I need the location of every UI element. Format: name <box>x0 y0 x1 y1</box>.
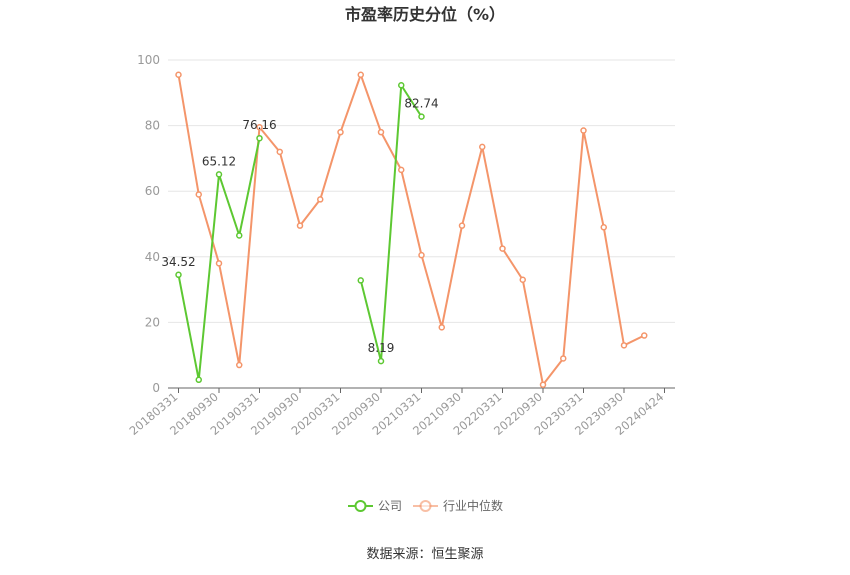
y-tick-label: 80 <box>145 119 160 133</box>
data-point <box>398 82 405 89</box>
data-point <box>236 361 243 369</box>
data-point <box>236 232 243 239</box>
data-point <box>195 191 202 198</box>
series-group <box>175 71 648 388</box>
series-line <box>177 73 645 386</box>
data-point <box>580 127 587 134</box>
y-tick-label: 40 <box>145 250 160 264</box>
y-tick-label: 60 <box>145 184 160 198</box>
data-point <box>600 224 607 231</box>
x-axis: 2018033120180930201903312019093020200331… <box>127 387 675 438</box>
data-point <box>641 332 648 339</box>
data-labels: 34.52 65.12 76.16 8.19 82.74 <box>161 97 438 356</box>
data-label: 76.16 <box>242 118 276 132</box>
data-point <box>438 324 445 331</box>
data-source: 数据来源：恒生聚源 <box>366 547 483 562</box>
data-point <box>357 71 364 79</box>
data-point <box>458 222 466 229</box>
data-point <box>377 128 385 136</box>
data-label: 65.12 <box>202 154 236 168</box>
data-point <box>398 166 405 174</box>
data-point <box>499 245 506 252</box>
data-point <box>337 128 344 136</box>
data-point <box>519 276 526 284</box>
legend-swatch-marker <box>419 500 432 512</box>
series-industry-median <box>175 71 648 388</box>
data-point <box>296 222 304 229</box>
data-point <box>276 148 283 156</box>
data-label: 82.74 <box>404 97 438 111</box>
data-point <box>418 113 425 120</box>
data-point <box>539 381 547 388</box>
legend-item-company: 公司 <box>348 499 402 513</box>
data-point <box>560 355 567 362</box>
data-point <box>377 357 385 365</box>
y-axis: 0 20 40 60 80 100 <box>137 53 160 395</box>
legend-label: 行业中位数 <box>443 498 503 513</box>
series-line <box>359 84 423 363</box>
data-point <box>357 277 364 284</box>
data-point <box>215 171 223 178</box>
legend-swatch-marker <box>354 500 367 512</box>
data-point <box>620 342 628 349</box>
grid-lines <box>168 59 675 323</box>
data-point <box>195 376 202 384</box>
legend-item-industry-median: 行业中位数 <box>413 498 503 513</box>
data-point <box>175 271 182 279</box>
data-point <box>317 196 324 203</box>
chart-title: 市盈率历史分位（%） <box>345 5 505 24</box>
y-tick-label: 20 <box>145 315 160 329</box>
y-tick-label: 0 <box>152 381 160 395</box>
data-point <box>256 123 263 131</box>
data-label: 34.52 <box>161 255 195 269</box>
data-point <box>418 251 425 259</box>
legend-label: 公司 <box>378 499 402 513</box>
series-company <box>175 82 425 384</box>
data-point <box>256 134 263 142</box>
data-point <box>175 71 182 79</box>
y-tick-label: 100 <box>137 53 160 67</box>
data-point <box>479 143 486 151</box>
data-label: 8.19 <box>368 341 395 355</box>
data-point <box>215 260 223 267</box>
legend: 公司 行业中位数 <box>348 498 503 513</box>
